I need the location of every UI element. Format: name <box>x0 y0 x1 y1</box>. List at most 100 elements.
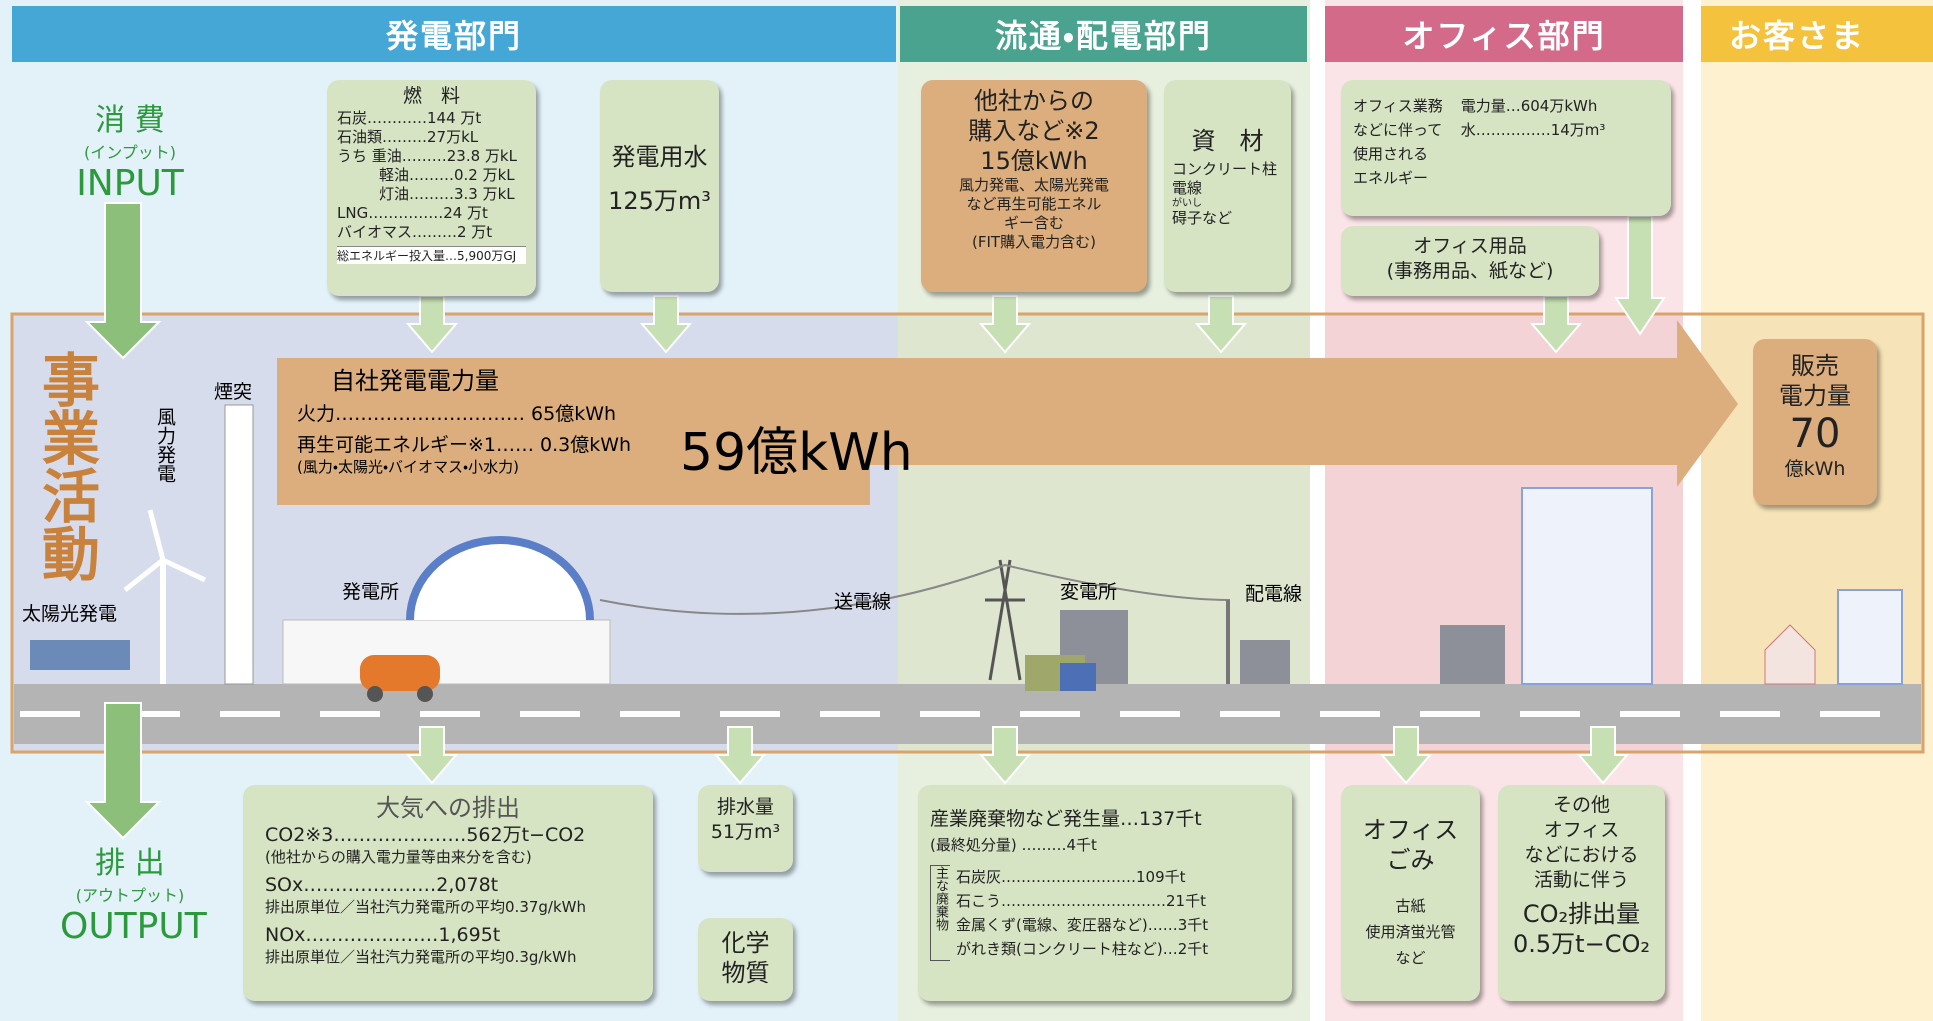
text: 水……………14万m³ <box>1461 118 1606 142</box>
generation-total: 59億kWh <box>680 410 913 485</box>
scene-label: 発電所 <box>342 580 399 605</box>
input-block: 消 費 (インプット) INPUT <box>60 95 200 204</box>
section-header: 発電部門 <box>12 6 896 62</box>
sales-amount: 70 <box>1753 411 1877 457</box>
fuel-box: 燃 料 石炭…………144 万t 石油類………27万kL うち 重油………23.… <box>327 80 536 296</box>
page: 発電部門 流通・配電部門 オフィス部門 お客さま 消 費 (インプット) INP… <box>0 0 1933 1021</box>
other-co2-title: オフィス <box>1498 818 1665 843</box>
waste-rows: 石炭灰………………………109千t 石こう……………………………21千t 金属く… <box>956 865 1208 961</box>
office-supplies-box: オフィス用品 (事務用品、紙など) <box>1341 226 1599 296</box>
waste-row: 石炭灰………………………109千t <box>956 865 1208 889</box>
output-block: 排 出 (アウトプット) OUTPUT <box>60 838 200 947</box>
input-note: (インプット) <box>60 139 200 163</box>
text: エネルギー <box>1353 166 1443 190</box>
purchase-note: ギー含む <box>921 214 1147 233</box>
chemicals-box: 化学 物質 <box>698 918 793 1001</box>
fuel-row: バイオマス………2 万t <box>337 223 526 242</box>
generation-note: (風力・太陽光・バイオマス・小水力) <box>297 458 697 477</box>
output-english: OUTPUT <box>60 906 200 947</box>
text: 物質 <box>698 958 793 988</box>
materials-box: 資 材 コンクリート柱 電線 がいし 碍子など <box>1164 80 1291 292</box>
waste-title: 産業廃棄物など発生量…137千t <box>930 807 1280 832</box>
waste-row: がれき類(コンクリート柱など)…2千t <box>956 937 1208 961</box>
office-waste-box: オフィス ごみ 古紙 使用済蛍光管 など <box>1341 785 1480 1001</box>
input-english: INPUT <box>60 163 200 204</box>
wastewater-amount: 51万m³ <box>698 820 793 845</box>
section-header: 流通・配電部門 <box>900 6 1307 62</box>
other-co2-title: その他 <box>1498 793 1665 818</box>
materials-ruby: がいし <box>1172 198 1283 209</box>
fuel-row: うち 重油………23.8 万kL <box>337 147 526 166</box>
purchase-note: 風力発電、太陽光発電 <box>921 176 1147 195</box>
office-energy-box: オフィス業務 などに伴って 使用される エネルギー 電力量…604万kWh 水…… <box>1341 80 1671 216</box>
scene-label: 配電線 <box>1245 582 1302 607</box>
office-waste-item: 古紙 <box>1341 893 1480 919</box>
purchase-box: 他社からの 購入など※2 15億kWh 風力発電、太陽光発電 など再生可能エネル… <box>921 80 1147 292</box>
atmosphere-row: SOx…………………2,078t <box>265 873 631 898</box>
atmosphere-title: 大気への排出 <box>265 793 631 823</box>
purchase-note: (FIT購入電力含む) <box>921 233 1147 252</box>
scene-label: 送電線 <box>834 590 891 615</box>
purchase-title: 購入など※2 <box>921 116 1147 146</box>
scene-label: 変電所 <box>1060 580 1117 605</box>
sales-title: 電力量 <box>1753 381 1877 411</box>
fuel-row: 石油類………27万kL <box>337 128 526 147</box>
purchase-amount: 15億kWh <box>921 146 1147 176</box>
section-header: お客さま <box>1701 6 1933 62</box>
waste-row: 石こう……………………………21千t <box>956 889 1208 913</box>
fuel-row: 灯油………3.3 万kL <box>337 185 526 204</box>
materials-title: 資 材 <box>1172 126 1283 156</box>
materials-item: 碍子など <box>1172 209 1283 228</box>
purchase-note: など再生可能エネル <box>921 195 1147 214</box>
section-header: オフィス部門 <box>1325 6 1683 62</box>
scene-label: 煙突 <box>214 380 252 405</box>
other-co2-label: CO₂排出量 <box>1498 899 1665 929</box>
output-label: 排 出 <box>60 838 200 882</box>
office-energy-values: 電力量…604万kWh 水……………14万m³ <box>1461 94 1606 202</box>
waste-final: (最終処分量) ………4千t <box>930 836 1280 855</box>
office-waste-title: ごみ <box>1341 845 1480 875</box>
sales-box: 販売 電力量 70 億kWh <box>1753 339 1877 505</box>
fuel-total: 総エネルギー投入量…5,900万GJ <box>337 246 526 264</box>
materials-item: 電線 <box>1172 179 1283 198</box>
scene-label: 風力発電 <box>152 407 177 483</box>
water-title: 発電用水 <box>600 142 719 172</box>
text: 化学 <box>698 928 793 958</box>
water-box: 発電用水 125万m³ <box>600 80 719 292</box>
generation-row: 火力………………………… 65億kWh <box>297 402 697 427</box>
business-activity: 事業活動 <box>28 350 94 582</box>
generation-row: 再生可能エネルギー※1…… 0.3億kWh <box>297 433 697 458</box>
waste-bracket: 主な廃棄物 <box>930 865 950 961</box>
sales-title: 販売 <box>1753 351 1877 381</box>
wastewater-box: 排水量 51万m³ <box>698 785 793 872</box>
generation-block: 自社発電電力量 火力………………………… 65億kWh 再生可能エネルギー※1…… <box>297 366 697 477</box>
other-co2-title: などにおける <box>1498 843 1665 868</box>
generation-title: 自社発電電力量 <box>297 366 697 396</box>
scene-label: 太陽光発電 <box>22 602 117 627</box>
text: 電力量…604万kWh <box>1461 94 1606 118</box>
text: オフィス業務 <box>1353 94 1443 118</box>
atmosphere-box: 大気への排出 CO2※3…………………562万t−CO2 (他社からの購入電力量… <box>243 785 653 1001</box>
wastewater-title: 排水量 <box>698 795 793 820</box>
waste-box: 産業廃棄物など発生量…137千t (最終処分量) ………4千t 主な廃棄物 石炭… <box>918 785 1292 1001</box>
atmosphere-row: NOx…………………1,695t <box>265 923 631 948</box>
purchase-title: 他社からの <box>921 86 1147 116</box>
atmosphere-row: 排出原単位／当社汽力発電所の平均0.3g/kWh <box>265 948 631 967</box>
fuel-title: 燃 料 <box>337 84 526 109</box>
office-energy-label: オフィス業務 などに伴って 使用される エネルギー <box>1353 94 1443 202</box>
office-waste-item: など <box>1341 945 1480 971</box>
water-amount: 125万m³ <box>600 186 719 216</box>
atmosphere-row: CO2※3…………………562万t−CO2 <box>265 823 631 848</box>
other-co2-amount: 0.5万t−CO₂ <box>1498 929 1665 959</box>
other-co2-box: その他 オフィス などにおける 活動に伴う CO₂排出量 0.5万t−CO₂ <box>1498 785 1665 1001</box>
text: 使用される <box>1353 142 1443 166</box>
other-co2-title: 活動に伴う <box>1498 868 1665 893</box>
atmosphere-row: (他社からの購入電力量等由来分を含む) <box>265 848 631 867</box>
text: オフィス用品 <box>1341 234 1599 259</box>
output-note: (アウトプット) <box>60 882 200 906</box>
waste-row: 金属くず(電線、変圧器など)……3千t <box>956 913 1208 937</box>
fuel-row: LNG……………24 万t <box>337 204 526 223</box>
sales-unit: 億kWh <box>1753 457 1877 482</box>
text: (事務用品、紙など) <box>1341 259 1599 284</box>
text: などに伴って <box>1353 118 1443 142</box>
